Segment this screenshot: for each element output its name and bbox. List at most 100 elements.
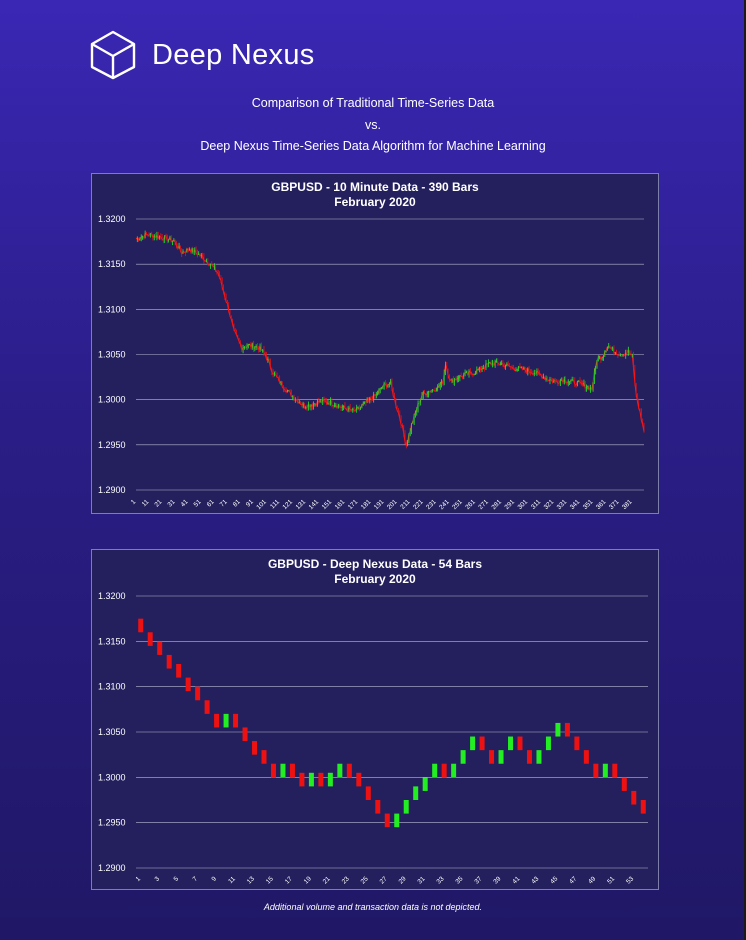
c2-renko-bar [204, 700, 210, 714]
c2-x-tick-label: 39 [492, 875, 502, 885]
c1-x-tick-label: 371 [608, 498, 621, 511]
c1-x-tick-label: 11 [141, 498, 151, 508]
c2-x-tick-label: 11 [227, 875, 237, 885]
chart2-title: GBPUSD - Deep Nexus Data - 54 Bars [268, 557, 482, 571]
c1-x-tick-label: 331 [556, 498, 569, 511]
c1-y-tick-label: 1.3050 [98, 350, 126, 360]
c2-renko-bar [460, 750, 466, 764]
c1-x-tick-label: 201 [386, 498, 399, 511]
c2-renko-bar [147, 632, 153, 646]
c2-renko-bar [365, 786, 371, 800]
c2-x-tick-label: 27 [379, 875, 389, 885]
c2-renko-bar [574, 736, 580, 751]
c2-renko-bar [498, 750, 504, 764]
c2-x-tick-label: 17 [284, 875, 294, 885]
c2-renko-bar [356, 772, 362, 787]
c2-renko-bar [631, 790, 637, 805]
c2-renko-bar [233, 713, 239, 728]
c2-x-tick-label: 13 [246, 875, 256, 885]
c2-y-tick-label: 1.3000 [98, 772, 126, 782]
c2-y-tick-label: 1.3050 [98, 727, 126, 737]
c1-x-tick-label: 211 [399, 498, 412, 511]
c1-x-tick-label: 111 [269, 498, 281, 510]
c1-x-tick-label: 301 [517, 498, 530, 511]
c2-renko-bar [308, 772, 314, 787]
c2-renko-bar [214, 713, 220, 728]
c1-x-tick-label: 351 [582, 498, 595, 511]
c1-x-tick-label: 161 [334, 498, 347, 511]
c1-x-tick-label: 171 [347, 498, 360, 511]
c2-renko-bar [280, 763, 286, 778]
c2-renko-bar [583, 750, 589, 764]
c2-y-tick-label: 1.3200 [98, 591, 126, 601]
c2-renko-bar [612, 763, 618, 778]
c2-renko-bar [517, 736, 523, 751]
c2-x-tick-label: 47 [568, 875, 578, 885]
c2-renko-bar [346, 763, 352, 778]
brand-name: Deep Nexus [152, 38, 315, 71]
chart1-title: GBPUSD - 10 Minute Data - 390 Bars [271, 180, 479, 194]
c2-renko-bar [422, 777, 428, 791]
chart2-subtitle: February 2020 [334, 572, 416, 586]
c1-x-tick-label: 181 [360, 498, 373, 511]
c1-x-tick-label: 271 [477, 498, 490, 511]
c1-x-tick-label: 341 [569, 498, 582, 511]
c1-x-tick-label: 291 [504, 498, 517, 511]
c2-x-tick-label: 3 [154, 875, 162, 883]
c2-renko-bar [564, 722, 570, 737]
subtitle-line-3: Deep Nexus Time-Series Data Algorithm fo… [200, 139, 546, 153]
c2-y-tick-label: 1.2900 [98, 863, 126, 873]
c2-x-tick-label: 45 [549, 875, 559, 885]
c2-renko-bar [138, 618, 144, 633]
c2-x-tick-label: 21 [322, 875, 332, 885]
subtitle-line-1: Comparison of Traditional Time-Series Da… [251, 96, 495, 110]
c2-renko-bar [157, 641, 163, 655]
c2-x-tick-label: 41 [511, 875, 521, 885]
c1-x-tick-label: 121 [281, 498, 294, 511]
c1-x-tick-label: 221 [412, 498, 425, 511]
c2-renko-bar [526, 750, 532, 764]
c2-renko-bar [555, 722, 561, 737]
c2-x-tick-label: 5 [173, 875, 181, 883]
c2-renko-bar [640, 800, 646, 814]
c1-x-tick-label: 81 [232, 498, 242, 508]
c2-x-tick-label: 25 [360, 875, 370, 885]
c2-renko-bar [327, 772, 333, 787]
c1-x-tick-label: 321 [543, 498, 556, 511]
chart-panel-10-minute: GBPUSD - 10 Minute Data - 390 Bars Febru… [91, 173, 659, 514]
c2-y-tick-label: 1.3100 [98, 682, 126, 692]
c2-x-tick-label: 53 [625, 875, 635, 885]
c2-x-tick-label: 31 [417, 875, 427, 885]
c2-x-tick-label: 35 [454, 875, 464, 885]
c1-x-tick-label: 91 [245, 498, 255, 508]
c2-x-tick-label: 43 [530, 875, 540, 885]
brand-header: Deep Nexus [90, 30, 315, 80]
c1-x-tick-label: 61 [206, 498, 216, 508]
c2-renko-bar [223, 713, 229, 728]
c2-x-tick-label: 51 [606, 875, 616, 885]
c2-renko-bar [176, 664, 182, 678]
subtitle-line-2: vs. [365, 118, 381, 132]
c2-renko-bar [403, 800, 409, 814]
c2-renko-bar [375, 800, 381, 814]
c1-x-tick-label: 251 [451, 498, 464, 511]
c2-renko-bar [432, 763, 438, 778]
c2-renko-bar [489, 750, 495, 764]
chart-deep-nexus: GBPUSD - Deep Nexus Data - 54 Bars Febru… [98, 557, 648, 886]
chart-10-minute: GBPUSD - 10 Minute Data - 390 Bars Febru… [98, 180, 645, 511]
c2-x-tick-label: 23 [341, 875, 351, 885]
c2-renko-bar [261, 750, 267, 764]
c1-y-tick-label: 1.2900 [98, 485, 126, 495]
c2-renko-bar [602, 763, 608, 778]
c2-renko-bar [195, 686, 201, 701]
c1-x-tick-label: 381 [621, 498, 634, 511]
footnote: Additional volume and transaction data i… [263, 902, 483, 912]
c1-x-tick-label: 261 [464, 498, 477, 511]
c2-renko-bar [252, 741, 258, 755]
c2-renko-bar [242, 727, 248, 742]
c2-y-tick-label: 1.2950 [98, 818, 126, 828]
c2-renko-bar [451, 763, 457, 778]
c2-renko-bar [470, 736, 476, 751]
c2-y-tick-label: 1.3150 [98, 636, 126, 646]
c2-renko-bar [270, 763, 276, 778]
